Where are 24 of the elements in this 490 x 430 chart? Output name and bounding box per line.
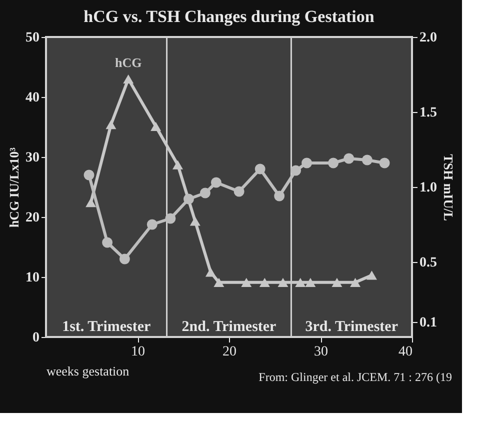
x-tick-label: 20 bbox=[222, 344, 236, 360]
y2-tick-label: 1.0 bbox=[420, 180, 437, 196]
y2-tick-label: 0.5 bbox=[420, 256, 437, 270]
band-label: 3rd. Trimester bbox=[305, 319, 398, 335]
y2-tick-label: 2.0 bbox=[420, 30, 437, 46]
x-tick-label: 10 bbox=[131, 344, 145, 360]
y-axis-title: hCG IU/Lx10³ bbox=[6, 147, 22, 228]
band-label: 1st. Trimester bbox=[62, 319, 152, 335]
x-tick-label: 30 bbox=[314, 344, 328, 360]
x-axis-title: weeks gestation bbox=[46, 364, 130, 378]
y-tick-label: 40 bbox=[26, 90, 40, 106]
y-tick-label: 0 bbox=[32, 330, 40, 346]
chart-title: hCG vs. TSH Changes during Gestation bbox=[84, 7, 375, 26]
y-tick-label: 30 bbox=[26, 150, 40, 166]
y2-axis-title: TSH mIU/L bbox=[441, 154, 456, 222]
text: From: Glinger et al. JCEM. 71 : 276 (19 bbox=[258, 370, 452, 384]
y-tick-label: 50 bbox=[26, 30, 40, 46]
y2-tick-label: 1.5 bbox=[420, 106, 437, 120]
y-tick-label: 20 bbox=[26, 210, 40, 226]
y2-tick-label: 0.1 bbox=[420, 316, 437, 330]
x-tick-label: 40 bbox=[398, 344, 412, 360]
band-label: 2nd. Trimester bbox=[182, 319, 277, 335]
y-tick-label: 10 bbox=[26, 270, 40, 286]
series-label: hCG bbox=[114, 55, 142, 70]
